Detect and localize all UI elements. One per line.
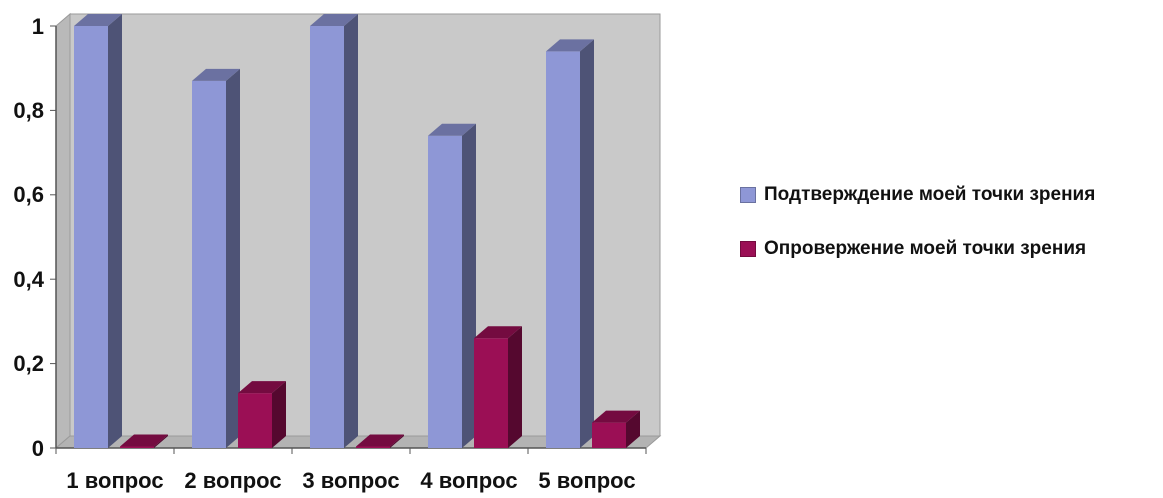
x-tick-label: 5 вопрос (538, 468, 635, 493)
bar-top (474, 326, 522, 339)
bar-front (474, 338, 508, 448)
axis-ticks (50, 25, 647, 454)
y-tick-label: 0,2 (13, 351, 44, 376)
bar-top (428, 123, 476, 136)
x-axis-labels: 1 вопрос 2 вопрос 3 вопрос 4 вопрос 5 во… (66, 468, 635, 493)
legend-swatch-confirm (740, 187, 756, 203)
bars (74, 14, 640, 449)
bar-front (192, 80, 226, 449)
y-tick-label: 0 (32, 436, 44, 461)
legend-item-refute: Опровержение моей точки зрения (740, 236, 1095, 262)
bar-side (272, 381, 286, 448)
legend-label-confirm: Подтверждение моей точки зрения (764, 184, 1096, 205)
x-tick-label: 2 вопрос (184, 468, 281, 493)
bar (356, 434, 404, 448)
y-tick-label: 0,4 (13, 267, 44, 292)
bar (474, 326, 522, 448)
bar-top (356, 434, 404, 447)
bar-front (310, 26, 344, 448)
bar (546, 39, 594, 448)
legend-label-refute: Опровержение моей точки зрения (764, 238, 1087, 259)
bar-front (356, 446, 390, 448)
bar (428, 123, 476, 448)
x-tick-label: 1 вопрос (66, 468, 163, 493)
bar-side (344, 14, 358, 448)
bar (192, 68, 240, 449)
bar-side (226, 68, 240, 449)
bar-front (120, 446, 154, 448)
bar-top (192, 68, 240, 81)
bar-side (154, 434, 168, 448)
bar (74, 14, 122, 448)
bar (120, 434, 168, 448)
bar-side (390, 434, 404, 448)
y-tick-label: 1 (32, 14, 44, 39)
bar-side (580, 39, 594, 448)
bar-top (238, 381, 286, 394)
bar (238, 381, 286, 448)
y-tick-label: 0,8 (13, 98, 44, 123)
bar (592, 410, 640, 448)
bar-side (626, 410, 640, 448)
bar-top (74, 14, 122, 26)
bar (310, 14, 358, 448)
bar-side (108, 14, 122, 448)
bar-side (462, 123, 476, 448)
bar-side (508, 326, 522, 448)
bar-front (74, 26, 108, 448)
legend: Подтверждение моей точки зрения Опроверж… (740, 182, 1095, 290)
y-tick-label: 0,6 (13, 182, 44, 207)
x-tick-label: 4 вопрос (420, 468, 517, 493)
bar-front (546, 51, 580, 448)
legend-item-confirm: Подтверждение моей точки зрения (740, 182, 1095, 208)
bar-top (120, 434, 168, 447)
side-wall (55, 12, 71, 450)
bar-top (592, 410, 640, 423)
bar-front (428, 135, 462, 448)
x-tick-label: 3 вопрос (302, 468, 399, 493)
bar-top (546, 39, 594, 52)
legend-swatch-refute (740, 241, 756, 257)
bar-front (592, 422, 626, 448)
bar-top (310, 14, 358, 26)
bar-front (238, 393, 272, 448)
